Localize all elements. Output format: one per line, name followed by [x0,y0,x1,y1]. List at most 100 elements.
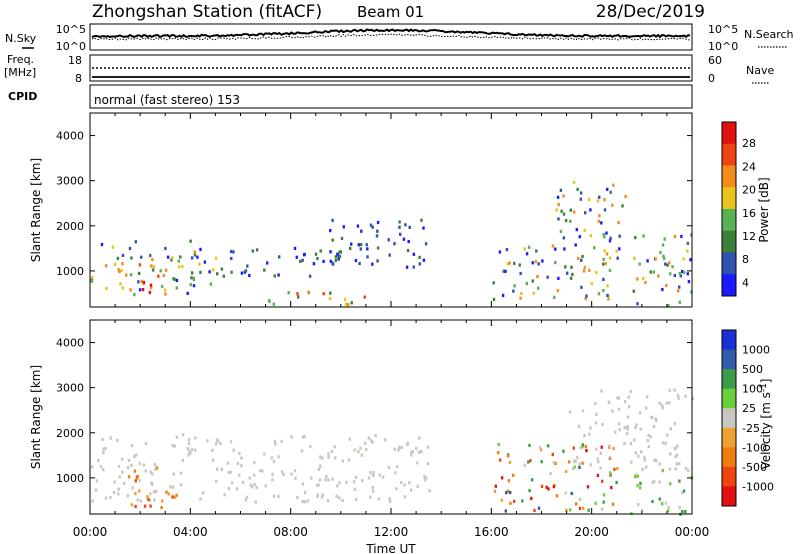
echo-cell [266,261,269,265]
echo-cell [350,301,353,305]
echo-cell [324,478,327,482]
echo-cell [674,455,677,459]
echo-cell [504,509,507,513]
echo-cell [152,490,156,494]
echo-cell [143,504,147,508]
echo-cell [504,269,507,273]
echo-cell [601,479,604,483]
echo-cell [661,502,664,506]
echo-cell [361,479,364,483]
echo-cell [664,262,667,266]
echo-cell [600,507,604,511]
echo-cell [500,476,504,480]
echo-cell [359,446,362,450]
echo-cell [642,276,645,281]
echo-cell [340,236,344,240]
echo-cell [638,486,642,490]
echo-cell [170,258,173,262]
echo-cell [211,458,215,462]
echo-cell [519,271,522,276]
echo-cell [562,449,565,453]
echo-cell [536,275,539,279]
echo-cell [325,475,328,479]
echo-cell [578,235,581,239]
echo-cell [277,273,280,277]
echo-cell [128,246,132,251]
echo-cell [151,268,155,272]
time-axis-title: Time UT [365,542,416,554]
echo-cell [689,258,692,262]
echo-cell [664,441,667,445]
echo-cell [655,459,658,463]
colorbar-tick-label: -25 [742,422,760,435]
echo-cell [192,284,196,288]
echo-cell [254,500,257,504]
echo-cell [684,466,688,470]
echo-cell [600,221,603,225]
echo-cell [649,435,652,439]
echo-cell [171,256,174,260]
echo-cell [164,268,168,272]
y-tick-label: 1000 [56,265,84,278]
echo-cell [245,495,249,499]
echo-cell [578,465,581,470]
echo-cell [645,406,648,410]
echo-cell [527,245,531,249]
echo-cell [551,244,555,248]
time-tick-label: 12:00 [374,525,409,539]
echo-cell [557,276,560,280]
echo-cell [297,295,300,299]
colorbar-tick-label: 4 [742,276,749,289]
echo-cell [608,256,612,260]
date-label: 28/Dec/2019 [596,2,705,22]
echo-cell [216,272,219,276]
echo-cell [120,268,123,273]
power-colorbar: Power [dB] 28 24 20 16 12 8 4 [721,121,771,297]
colorbar-segment [722,122,736,145]
echo-cell [408,481,411,485]
echo-cell [571,272,574,277]
echo-cell [230,270,233,274]
echo-cell [617,407,621,411]
echo-cell [662,254,665,258]
echo-cell [618,247,621,251]
echo-cell [525,282,528,286]
echo-cell [201,491,205,495]
echo-cell [600,389,603,393]
echo-cell [382,475,385,479]
echo-cell [123,481,126,485]
echo-cell [395,465,399,469]
echo-cell [556,195,560,199]
echo-cell [642,234,645,238]
echo-cell [605,252,609,256]
echo-cell [494,484,497,488]
echo-cell [133,293,136,297]
echo-cell [595,412,598,416]
echo-cell [99,465,103,469]
echo-cell [337,257,340,261]
echo-cell [150,481,153,485]
echo-cell [353,480,356,484]
echo-cell [581,409,585,413]
echo-cell [394,471,397,475]
echo-cell [663,256,666,260]
echo-cell [140,255,143,259]
echo-cell [109,436,112,440]
echo-cell [575,228,578,232]
nsearch-tick-top: 10^5 [708,23,738,36]
echo-cell [637,503,640,507]
echo-cell [687,280,691,284]
echo-cell [652,270,655,274]
echo-cell [138,263,142,267]
echo-cell [251,249,254,253]
echo-cell [597,219,600,223]
echo-cell [270,456,273,460]
echo-cell [179,471,183,475]
echo-cell [407,239,410,244]
nsearch-tick-bottom: 10^0 [708,40,738,53]
echo-cell [175,286,178,290]
echo-cell [131,486,134,490]
echo-cell [616,466,619,471]
echo-cell [636,484,639,488]
echo-cell [675,453,679,457]
